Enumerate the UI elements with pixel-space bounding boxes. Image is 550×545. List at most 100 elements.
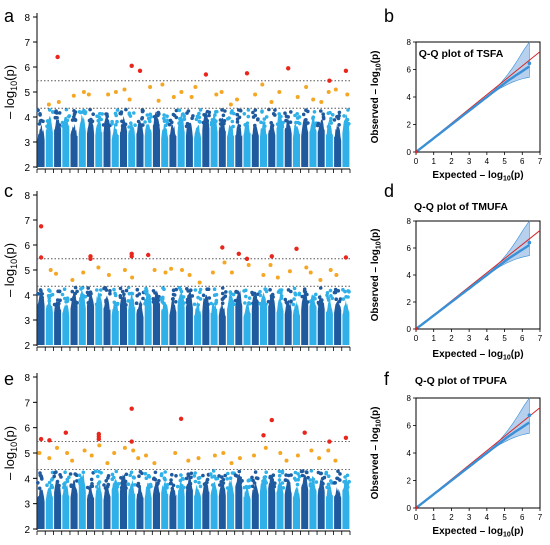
snp-point	[151, 297, 155, 301]
snp-point	[198, 287, 203, 292]
snp-point	[250, 484, 255, 489]
snp-point	[91, 112, 95, 116]
y-tick-label: 6	[407, 422, 412, 431]
snp-point	[126, 482, 131, 487]
snp-point	[57, 301, 61, 306]
snp-point	[314, 480, 319, 484]
snp-point	[135, 287, 140, 292]
chromosome-column	[37, 125, 45, 167]
x-tick-label: 2	[449, 157, 454, 166]
snp-point	[165, 114, 169, 118]
snp-point	[182, 117, 187, 121]
chromosome-column	[194, 301, 202, 345]
suggestive-snp	[130, 275, 135, 280]
snp-point	[38, 471, 42, 475]
snp-point	[57, 289, 62, 294]
snp-point	[93, 469, 98, 474]
suggestive-snp	[308, 270, 313, 275]
snp-point	[304, 108, 308, 112]
suggestive-snp	[304, 85, 309, 89]
y-tick-label: 0	[407, 325, 412, 334]
chromosome-column	[292, 124, 300, 167]
suggestive-snp	[160, 82, 165, 87]
snp-point	[86, 301, 91, 305]
x-tick-label: 5	[502, 513, 507, 522]
y-axis-label: – log10(p)	[2, 65, 19, 119]
snp-point	[345, 121, 349, 126]
snp-point	[326, 474, 331, 479]
snp-point	[94, 302, 99, 307]
snp-point	[337, 114, 341, 118]
x-tick-label: 6	[520, 334, 525, 343]
snp-point	[171, 112, 176, 117]
snp-point	[118, 286, 123, 291]
qq-panel-b: b Q-Q plot of TSFA 0 1 2 3 4 5 6 7 0 2 4 6 8 Expected –…	[370, 6, 543, 183]
snp-point	[318, 286, 323, 290]
snp-point	[328, 288, 333, 293]
snp-point	[213, 113, 217, 117]
significant-snp	[220, 245, 225, 250]
snp-point	[110, 472, 115, 477]
significant-snp	[129, 63, 134, 68]
snp-point	[72, 109, 76, 113]
chromosome-column	[243, 124, 251, 167]
chromosome-column	[103, 295, 111, 345]
chromosome-column	[161, 481, 169, 529]
snp-point	[329, 479, 333, 483]
snp-point	[330, 296, 335, 301]
chromosome-column	[177, 112, 185, 167]
snp-point	[277, 469, 282, 474]
snp-point	[140, 116, 145, 120]
chromosome-column	[111, 123, 119, 167]
snp-point	[277, 473, 282, 478]
snp-point	[280, 469, 285, 474]
snp-point	[77, 473, 82, 478]
snp-point	[60, 292, 65, 297]
suggestive-snp	[229, 270, 234, 275]
snp-point	[326, 298, 331, 302]
snp-point	[120, 119, 124, 124]
snp-point	[231, 292, 236, 297]
chromosome-column	[103, 115, 111, 167]
snp-point	[40, 477, 44, 481]
chromosome-column	[62, 482, 70, 529]
snp-point	[115, 485, 120, 489]
snp-point	[105, 119, 109, 123]
snp-point	[325, 485, 329, 490]
snp-point	[75, 479, 79, 483]
snp-point	[99, 117, 103, 122]
x-tick-label: 3	[467, 513, 472, 522]
snp-point	[338, 472, 342, 476]
snp-point	[207, 296, 212, 300]
snp-point	[58, 298, 62, 303]
snp-point	[69, 484, 73, 489]
snp-point	[205, 480, 209, 485]
snp-point	[325, 291, 330, 295]
suggestive-snp	[309, 448, 314, 453]
snp-point	[266, 299, 271, 304]
panel-label: b	[384, 6, 394, 26]
y-tick-label: 2	[407, 298, 412, 307]
y-tick-label: 4	[407, 449, 412, 458]
snp-point	[337, 123, 341, 127]
snp-point	[326, 124, 331, 129]
chromosome-column	[284, 118, 292, 167]
snp-point	[154, 123, 158, 127]
chromosome-column	[169, 482, 177, 529]
snp-point	[38, 119, 43, 123]
suggestive-snp	[263, 445, 268, 450]
suggestive-snp	[304, 265, 309, 270]
suggestive-snp	[268, 263, 273, 267]
significant-snp	[38, 436, 44, 442]
suggestive-snp	[319, 100, 324, 104]
snp-point	[147, 475, 152, 479]
y-tick-label: 8	[24, 373, 30, 384]
chromosome-column	[251, 291, 259, 345]
snp-point	[78, 485, 83, 489]
suggestive-snp	[55, 445, 59, 450]
snp-point	[140, 471, 144, 476]
suggestive-snp	[163, 270, 168, 275]
chromosome-column	[260, 292, 267, 345]
snp-point	[279, 296, 284, 301]
snp-point	[104, 300, 108, 304]
